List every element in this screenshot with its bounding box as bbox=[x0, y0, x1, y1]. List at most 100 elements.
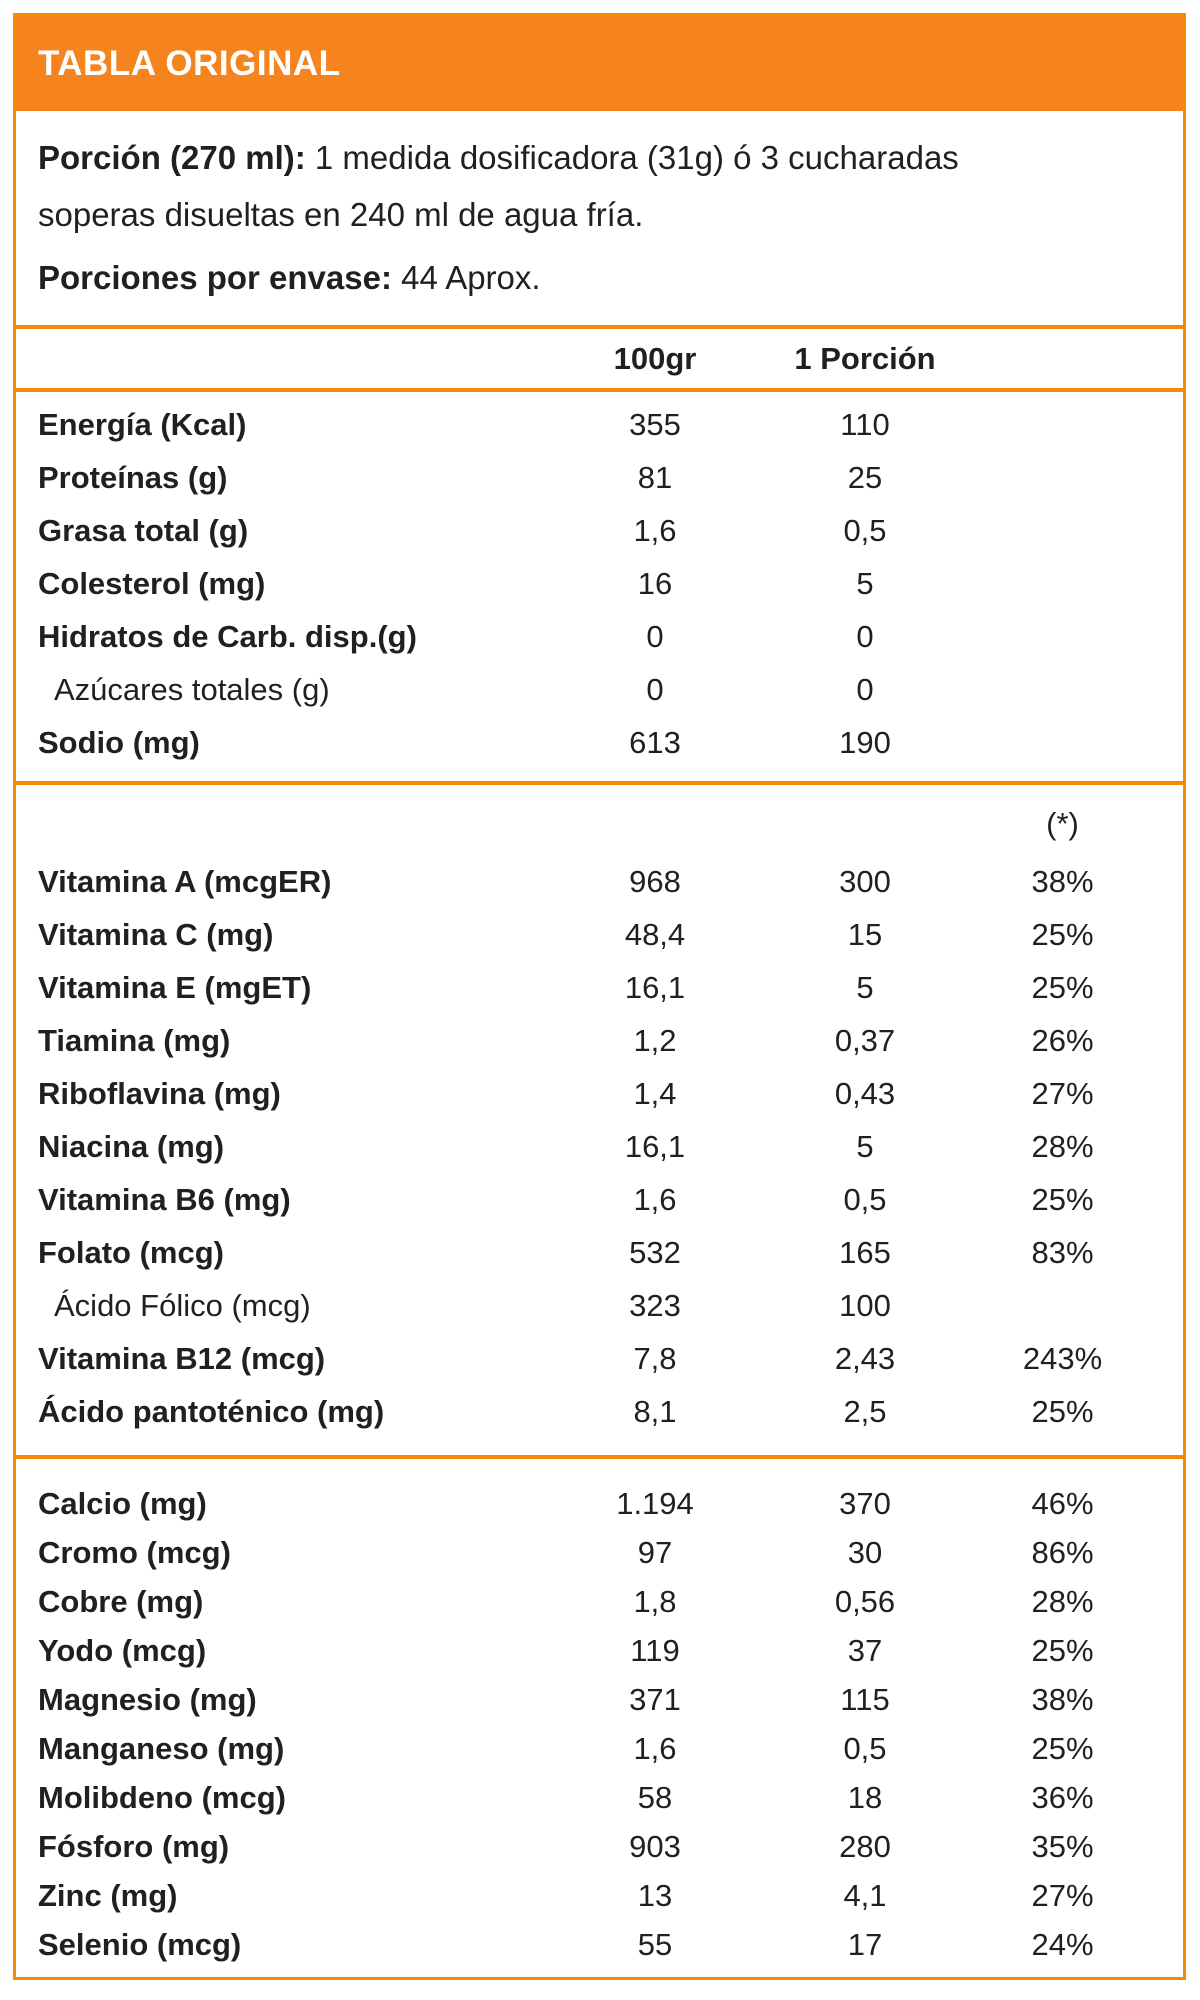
table-row: Selenio (mcg) 55 17 24% bbox=[16, 1920, 1183, 1969]
divider-above-minerals bbox=[16, 1455, 1183, 1459]
nutrient-label: Hidratos de Carb. disp.(g) bbox=[38, 618, 417, 654]
nutrient-label: Proteínas (g) bbox=[38, 459, 228, 495]
value-per-100g: 355 bbox=[629, 406, 681, 442]
value-per-portion: 100 bbox=[839, 1287, 891, 1323]
table-row: Vitamina C (mg) 48,4 15 25% bbox=[16, 908, 1183, 961]
table-row: Fósforo (mg) 903 280 35% bbox=[16, 1822, 1183, 1871]
value-per-portion: 17 bbox=[847, 1926, 883, 1962]
column-header-portion: 1 Porción bbox=[794, 340, 936, 376]
value-per-portion: 110 bbox=[840, 406, 890, 442]
nutrient-label: Grasa total (g) bbox=[38, 512, 249, 548]
nutrient-label: Vitamina E (mgET) bbox=[38, 969, 312, 1005]
serving-size-text-line2: soperas disueltas en 240 ml de agua fría… bbox=[38, 196, 644, 233]
value-daily-percent: 25% bbox=[1031, 1632, 1094, 1668]
divider-above-vitamins bbox=[16, 781, 1183, 785]
value-per-100g: 613 bbox=[629, 724, 681, 760]
table-row: Vitamina E (mgET) 16,1 5 25% bbox=[16, 961, 1183, 1014]
nutrient-label: Vitamina A (mcgER) bbox=[38, 863, 332, 899]
value-per-portion: 5 bbox=[856, 969, 874, 1005]
value-per-portion: 0,5 bbox=[843, 1730, 887, 1766]
value-per-portion: 0 bbox=[856, 671, 874, 707]
nutrient-label: Vitamina C (mg) bbox=[38, 916, 274, 952]
nutrient-label: Azúcares totales (g) bbox=[54, 671, 330, 707]
table-row: Niacina (mg) 16,1 5 28% bbox=[16, 1120, 1183, 1173]
minerals-section: Calcio (mg) 1.194 370 46% Cromo (mcg) 97… bbox=[16, 1459, 1183, 1977]
value-daily-percent: 38% bbox=[1031, 863, 1094, 899]
value-per-100g: 81 bbox=[637, 459, 673, 495]
value-per-100g: 1,8 bbox=[633, 1583, 677, 1619]
value-daily-percent: 24% bbox=[1031, 1926, 1094, 1962]
table-row: Vitamina B12 (mcg) 7,8 2,43 243% bbox=[16, 1332, 1183, 1385]
nutrient-label: Magnesio (mg) bbox=[38, 1681, 257, 1717]
value-per-portion: 370 bbox=[839, 1485, 891, 1521]
value-per-portion: 15 bbox=[847, 916, 883, 952]
value-daily-percent: 25% bbox=[1031, 1393, 1094, 1429]
value-per-100g: 532 bbox=[629, 1234, 681, 1270]
divider-below-column-headers bbox=[16, 388, 1183, 392]
value-per-portion: 0,56 bbox=[834, 1583, 896, 1619]
nutrient-label: Calcio (mg) bbox=[38, 1485, 207, 1521]
table-row: Vitamina B6 (mg) 1,6 0,5 25% bbox=[16, 1173, 1183, 1226]
value-daily-percent: 46% bbox=[1031, 1485, 1094, 1521]
nutrient-label: Fósforo (mg) bbox=[38, 1828, 230, 1864]
nutrient-label: Colesterol (mg) bbox=[38, 565, 266, 601]
value-per-100g: 16,1 bbox=[624, 969, 686, 1005]
value-per-100g: 55 bbox=[637, 1926, 673, 1962]
value-daily-percent: 83% bbox=[1031, 1234, 1094, 1270]
nutrient-label: Ácido pantoténico (mg) bbox=[38, 1393, 385, 1429]
value-per-100g: 968 bbox=[629, 863, 681, 899]
table-row: Colesterol (mg) 16 5 bbox=[16, 557, 1183, 610]
nutrient-label: Tiamina (mg) bbox=[38, 1022, 231, 1058]
value-per-portion: 25 bbox=[847, 459, 883, 495]
value-per-100g: 1,6 bbox=[633, 1730, 677, 1766]
table-row: Cromo (mcg) 97 30 86% bbox=[16, 1528, 1183, 1577]
value-per-portion: 5 bbox=[856, 1128, 874, 1164]
table-row: Sodio (mg) 613 190 bbox=[16, 716, 1183, 769]
value-per-portion: 300 bbox=[839, 863, 891, 899]
value-daily-percent: 28% bbox=[1031, 1583, 1094, 1619]
table-row: Energía (Kcal) 355 110 bbox=[16, 398, 1183, 451]
nutrient-label: Sodio (mg) bbox=[38, 724, 200, 760]
nutrient-label: Folato (mcg) bbox=[38, 1234, 224, 1270]
value-per-portion: 0 bbox=[856, 618, 874, 654]
column-header-100g: 100gr bbox=[613, 340, 697, 376]
nutrient-label: Riboflavina (mg) bbox=[38, 1075, 281, 1111]
value-per-portion: 18 bbox=[847, 1779, 883, 1815]
value-per-100g: 1,2 bbox=[633, 1022, 677, 1058]
value-daily-percent: 243% bbox=[1022, 1340, 1103, 1376]
value-per-100g: 8,1 bbox=[633, 1393, 677, 1429]
daily-value-header-row: (*) bbox=[16, 793, 1183, 855]
serving-size-text-line1: 1 medida dosificadora (31g) ó 3 cucharad… bbox=[314, 139, 959, 176]
table-row: Vitamina A (mcgER) 968 300 38% bbox=[16, 855, 1183, 908]
nutrient-label: Yodo (mcg) bbox=[38, 1632, 207, 1668]
value-per-100g: 7,8 bbox=[633, 1340, 677, 1376]
value-per-portion: 4,1 bbox=[843, 1877, 887, 1913]
serving-size-label: Porción (270 ml): bbox=[38, 139, 306, 176]
value-daily-percent: 28% bbox=[1031, 1128, 1094, 1164]
value-per-portion: 5 bbox=[856, 565, 874, 601]
nutrient-label: Selenio (mcg) bbox=[38, 1926, 242, 1962]
value-daily-percent: 36% bbox=[1031, 1779, 1094, 1815]
value-per-portion: 0,5 bbox=[843, 1181, 887, 1217]
table-row: Riboflavina (mg) 1,4 0,43 27% bbox=[16, 1067, 1183, 1120]
servings-per-container-label: Porciones por envase: bbox=[38, 259, 392, 296]
value-daily-percent: 25% bbox=[1031, 969, 1094, 1005]
value-daily-percent: 25% bbox=[1031, 916, 1094, 952]
serving-size-line: Porción (270 ml): 1 medida dosificadora … bbox=[38, 129, 1153, 243]
column-header-row: 100gr 1 Porción bbox=[16, 329, 1183, 388]
value-per-portion: 2,43 bbox=[834, 1340, 896, 1376]
nutrient-label: Manganeso (mg) bbox=[38, 1730, 285, 1766]
servings-per-container-line: Porciones por envase: 44 Aprox. bbox=[38, 249, 1153, 306]
value-per-100g: 371 bbox=[629, 1681, 681, 1717]
value-daily-percent: 26% bbox=[1031, 1022, 1094, 1058]
value-per-portion: 280 bbox=[839, 1828, 891, 1864]
value-per-100g: 0 bbox=[646, 671, 664, 707]
nutrient-label: Ácido Fólico (mcg) bbox=[54, 1287, 311, 1323]
value-per-100g: 0 bbox=[646, 618, 664, 654]
table-title-band: TABLA ORIGINAL bbox=[16, 16, 1183, 111]
value-per-portion: 30 bbox=[847, 1534, 883, 1570]
serving-info-block: Porción (270 ml): 1 medida dosificadora … bbox=[16, 111, 1183, 325]
value-per-portion: 0,37 bbox=[834, 1022, 896, 1058]
divider-above-column-headers bbox=[16, 325, 1183, 329]
table-row: Zinc (mg) 13 4,1 27% bbox=[16, 1871, 1183, 1920]
